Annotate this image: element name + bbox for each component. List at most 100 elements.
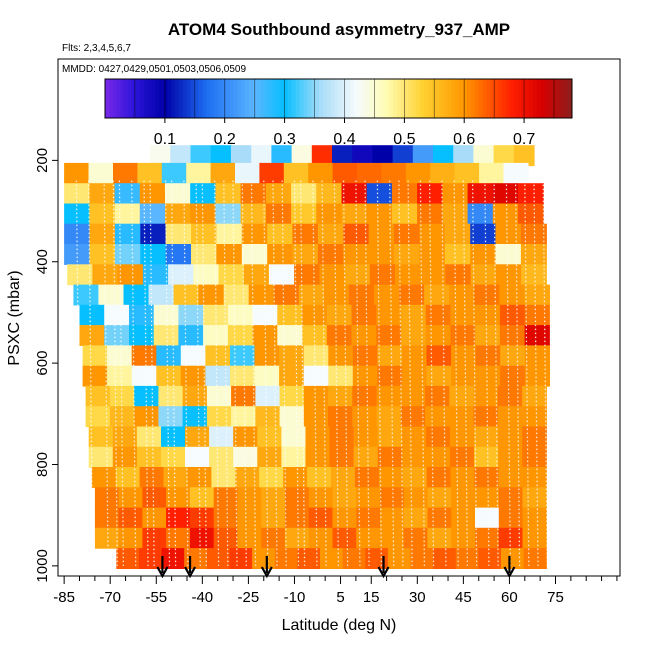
heat-cell-6-8 bbox=[268, 264, 295, 286]
plot-frame bbox=[57, 58, 621, 577]
heat-cell-1-2 bbox=[113, 162, 138, 184]
heat-cell-7-10 bbox=[323, 284, 350, 306]
heat-cell-7-7 bbox=[248, 284, 275, 306]
heat-cell-1-12 bbox=[357, 162, 382, 184]
heat-cell-18-1 bbox=[118, 507, 143, 529]
heat-cell-8-17 bbox=[499, 304, 526, 326]
heat-cell-12-6 bbox=[231, 385, 256, 407]
profile-line-36 bbox=[453, 180, 459, 566]
colorbar-swatch-7 bbox=[132, 79, 137, 118]
heat-cell-15-18 bbox=[522, 446, 547, 468]
profile-line-2 bbox=[103, 180, 109, 566]
colorbar-swatch-100 bbox=[494, 79, 499, 118]
heat-cell-8-10 bbox=[326, 304, 353, 326]
profile-line-14 bbox=[223, 180, 229, 566]
heat-cell-6-5 bbox=[193, 264, 220, 286]
heat-cell-9-14 bbox=[425, 325, 451, 346]
heat-cell-13-16 bbox=[473, 406, 499, 428]
heat-cell-17-7 bbox=[261, 487, 286, 509]
profile-line-9 bbox=[170, 180, 177, 566]
heat-cell-6-4 bbox=[168, 264, 194, 286]
heat-cell-6-1 bbox=[92, 264, 119, 286]
heat-cell-10-7 bbox=[254, 345, 280, 367]
heat-cell-20-2 bbox=[161, 548, 185, 569]
heat-cell-15-5 bbox=[209, 446, 234, 468]
heat-cell-1-16 bbox=[454, 162, 480, 184]
heat-cell-14-17 bbox=[498, 426, 523, 448]
heat-cell-11-15 bbox=[451, 365, 477, 387]
heat-cell-16-1 bbox=[115, 467, 141, 488]
heat-cell-12-7 bbox=[255, 385, 281, 407]
colorbar-swatch-105 bbox=[513, 79, 519, 118]
colorbar-swatch-109 bbox=[529, 79, 534, 118]
colorbar-tick-label: 0.3 bbox=[273, 131, 295, 148]
heat-cell-7-8 bbox=[273, 284, 300, 306]
heat-cell-1-10 bbox=[308, 162, 334, 184]
colorbar-swatch-54 bbox=[315, 79, 320, 118]
profile-line-18 bbox=[263, 180, 269, 566]
heat-cell-13-11 bbox=[352, 406, 378, 428]
heat-cell-9-8 bbox=[277, 325, 303, 346]
heat-cell-17-10 bbox=[332, 487, 357, 509]
colorbar-swatch-69 bbox=[373, 79, 378, 118]
heat-cell-11-8 bbox=[279, 365, 305, 387]
heat-cell-19-16 bbox=[475, 527, 500, 549]
profile-line-45 bbox=[542, 180, 548, 566]
heat-cell-14-5 bbox=[209, 426, 234, 448]
heat-cell-8-13 bbox=[401, 304, 427, 326]
heat-cell-9-13 bbox=[401, 325, 427, 346]
heat-cell-17-4 bbox=[189, 487, 215, 509]
heat-cell-14-13 bbox=[401, 426, 427, 448]
profile-line-16 bbox=[241, 180, 247, 566]
heat-cell-8-11 bbox=[351, 304, 377, 326]
profile-line-30 bbox=[389, 180, 395, 566]
colorbar-swatch-85 bbox=[435, 79, 441, 118]
heat-cell-1-8 bbox=[259, 162, 285, 184]
heat-cell-9-15 bbox=[450, 325, 476, 346]
colorbar-swatch-92 bbox=[463, 79, 468, 118]
heat-cell-5-12 bbox=[368, 244, 395, 265]
heat-cell-16-14 bbox=[426, 467, 452, 488]
heat-cell-16-18 bbox=[522, 467, 547, 488]
colorbar-swatch-37 bbox=[248, 79, 254, 118]
heat-cell-20-1 bbox=[139, 548, 163, 569]
heat-cell-19-2 bbox=[142, 527, 167, 549]
colorbar-swatch-45 bbox=[280, 79, 285, 118]
colorbar-swatch-99 bbox=[490, 79, 495, 118]
heat-cell-11-14 bbox=[426, 365, 452, 387]
heat-cell-7-2 bbox=[123, 284, 150, 306]
heat-cell-4-5 bbox=[191, 223, 217, 245]
heat-cell-2-7 bbox=[240, 183, 267, 205]
heat-cell-9-2 bbox=[129, 325, 155, 346]
heat-cell-8-0 bbox=[79, 304, 105, 326]
profile-line-37 bbox=[462, 180, 469, 566]
colorbar-swatch-115 bbox=[552, 79, 557, 118]
colorbar-swatch-90 bbox=[455, 79, 460, 118]
colorbar-swatch-8 bbox=[136, 79, 141, 118]
heat-cell-8-15 bbox=[450, 304, 476, 326]
heat-cell-13-8 bbox=[279, 406, 305, 428]
y-tick-label: 600 bbox=[34, 351, 51, 376]
heat-cell-0-4 bbox=[230, 145, 252, 167]
heat-cell-20-15 bbox=[455, 548, 479, 569]
colorbar-swatch-118 bbox=[564, 79, 569, 118]
heat-cell-8-9 bbox=[302, 304, 328, 326]
colorbar-swatch-4 bbox=[120, 79, 125, 118]
heat-cell-10-16 bbox=[475, 345, 501, 367]
heat-cell-20-10 bbox=[342, 548, 366, 569]
heat-cell-10-18 bbox=[524, 345, 550, 367]
heat-cell-18-10 bbox=[332, 507, 357, 529]
heat-cell-11-7 bbox=[254, 365, 280, 387]
colorbar-swatch-65 bbox=[357, 79, 363, 118]
heat-cell-15-7 bbox=[257, 446, 282, 468]
heat-cell-13-10 bbox=[328, 406, 353, 428]
profile-line-10 bbox=[183, 180, 189, 566]
colorbar-swatch-46 bbox=[284, 79, 289, 118]
profile-line-32 bbox=[407, 180, 413, 566]
heat-cell-15-0 bbox=[88, 446, 114, 468]
heat-cell-9-9 bbox=[302, 325, 328, 346]
heat-cell-16-6 bbox=[235, 467, 260, 488]
heat-cell-8-7 bbox=[252, 304, 278, 326]
profile-line-8 bbox=[164, 180, 171, 566]
colorbar-swatch-53 bbox=[311, 79, 316, 118]
